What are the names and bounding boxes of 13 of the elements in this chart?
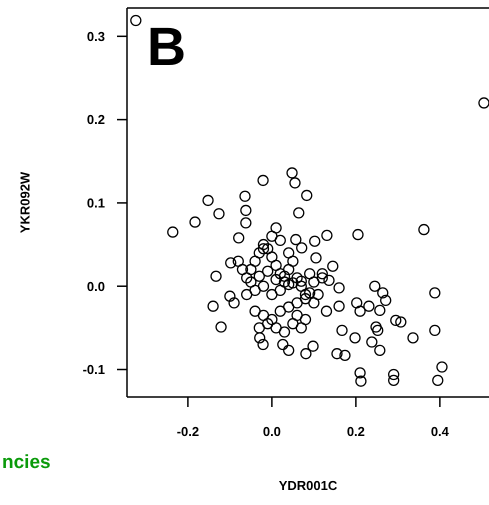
y-tick-label: 0.0 bbox=[86, 278, 105, 294]
x-axis-title: YDR001C bbox=[278, 478, 338, 493]
y-tick-label: 0.3 bbox=[86, 28, 105, 44]
x-tick-label: 0.0 bbox=[262, 424, 281, 440]
x-tick-label: 0.2 bbox=[346, 424, 365, 440]
x-tick-label: 0.4 bbox=[430, 424, 450, 440]
y-axis-title: YKR092W bbox=[18, 171, 33, 234]
y-tick-label: -0.1 bbox=[82, 362, 105, 378]
annotation: B bbox=[147, 17, 186, 77]
x-tick-label: -0.2 bbox=[176, 424, 200, 440]
text: ncies bbox=[2, 452, 51, 474]
y-tick-label: 0.2 bbox=[86, 112, 105, 128]
y-tick-label: 0.1 bbox=[86, 196, 105, 211]
